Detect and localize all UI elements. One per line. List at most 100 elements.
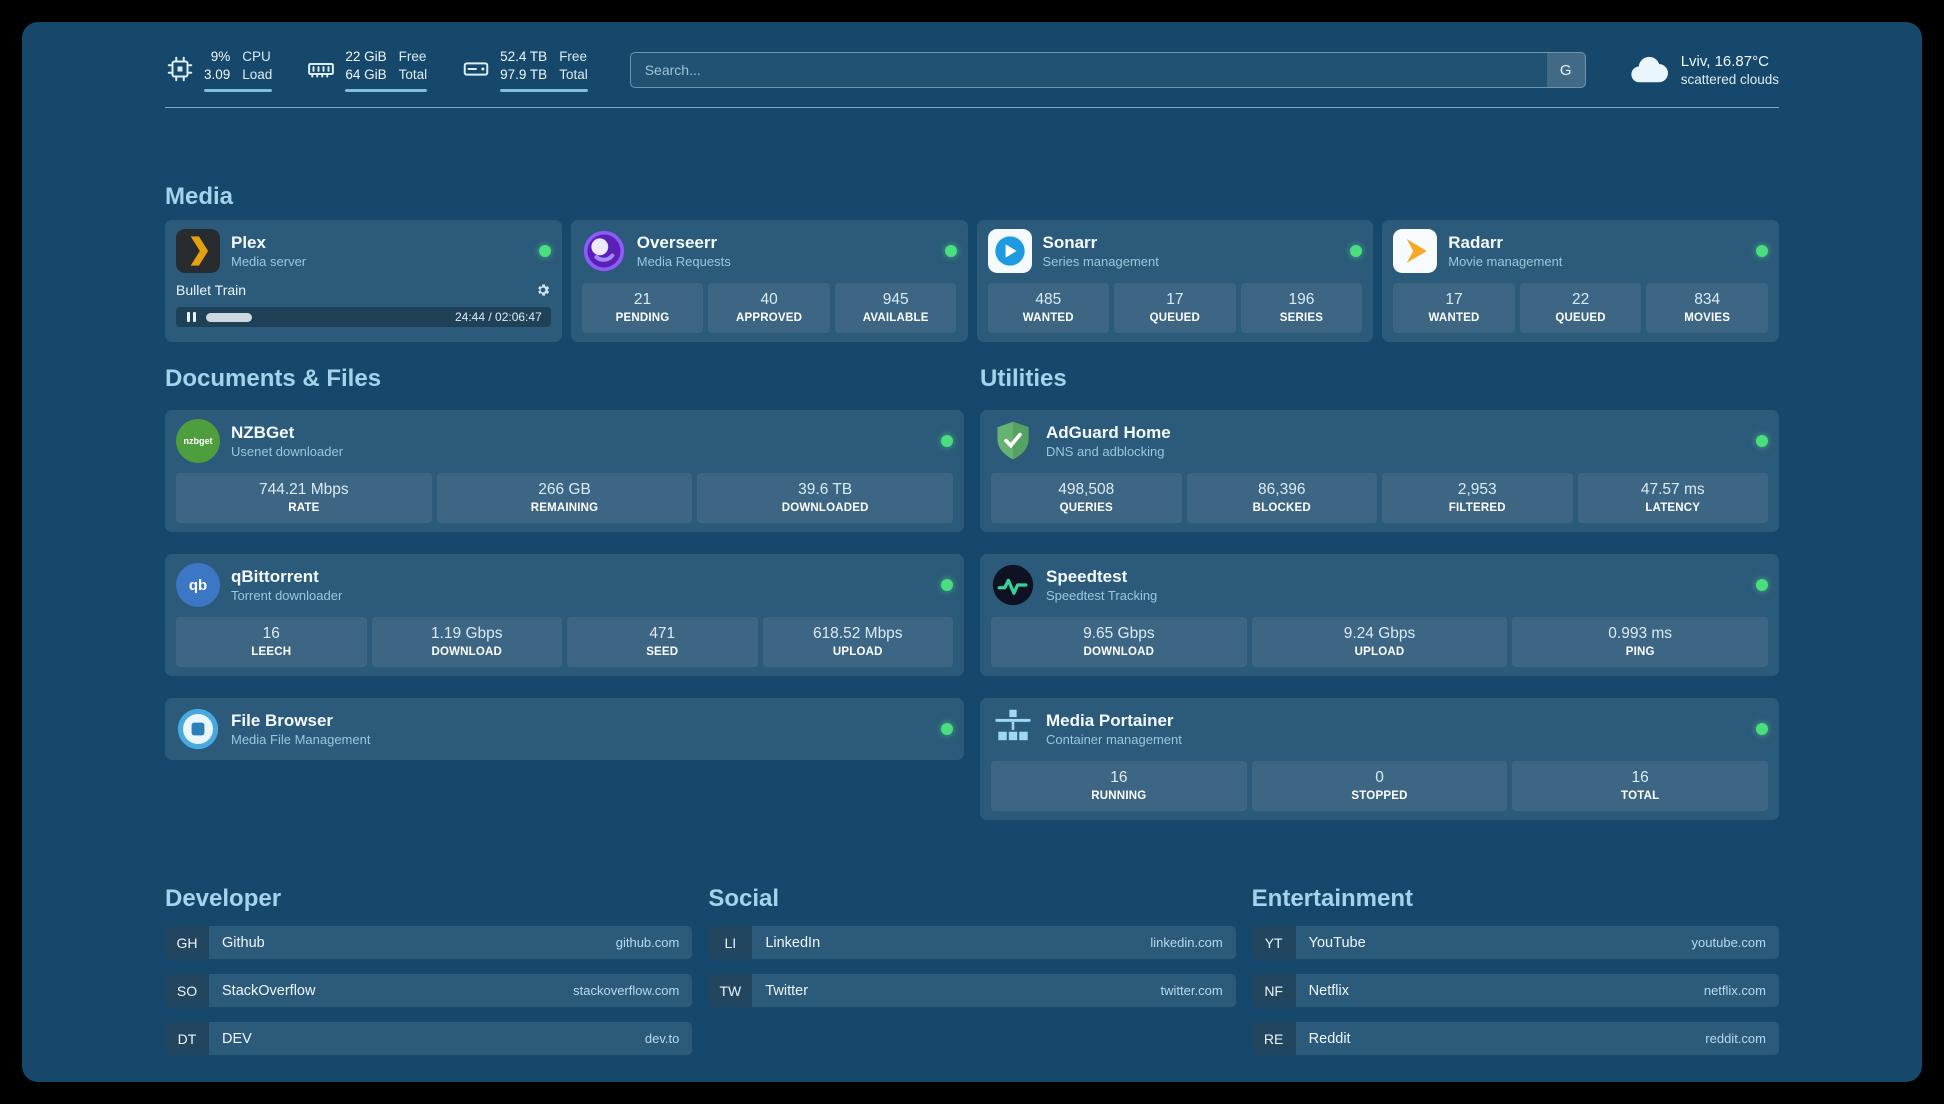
bookmark-netflix[interactable]: NF Netflix netflix.com — [1251, 974, 1779, 1007]
bookmark-github[interactable]: GH Github github.com — [165, 926, 693, 959]
memory-free-value: 22 GiB — [345, 49, 387, 64]
memory-widget: 22 GiB 64 GiB Free Total — [306, 48, 428, 92]
stat-total: 16 TOTAL — [1512, 761, 1769, 811]
playback-time: 24:44 / 02:06:47 — [455, 310, 542, 324]
cpu-usage-value: 9% — [210, 49, 231, 64]
stat-ping: 0.993 ms PING — [1512, 617, 1769, 667]
bookmark-name: YouTube — [1308, 934, 1366, 951]
bookmark-name: StackOverflow — [222, 982, 316, 999]
service-subtitle: Movie management — [1448, 254, 1563, 269]
bookmark-domain: stackoverflow.com — [573, 983, 680, 998]
memory-free-label: Free — [398, 49, 427, 64]
service-card-overseerr[interactable]: Overseerr Media Requests 21 PENDING 40 A… — [570, 220, 968, 342]
weather-condition: scattered clouds — [1680, 71, 1779, 87]
top-bar: 9% 3.09 CPU Load — [165, 48, 1779, 92]
service-card-portainer[interactable]: Media Portainer Container management 16 … — [980, 698, 1779, 820]
memory-total-value: 64 GiB — [345, 66, 387, 82]
service-card-nzbget[interactable]: nzbget NZBGet Usenet downloader 744.21 M… — [165, 410, 964, 532]
service-name: Plex — [231, 233, 266, 252]
pause-icon[interactable] — [185, 312, 197, 322]
service-name: File Browser — [231, 711, 334, 730]
service-card-filebrowser[interactable]: File Browser Media File Management — [165, 698, 964, 760]
stat-leech: 16 LEECH — [176, 617, 367, 667]
plex-icon — [176, 229, 220, 273]
nzbget-icon: nzbget — [176, 419, 220, 463]
bookmark-abbr: DT — [165, 1022, 209, 1055]
service-card-speedtest[interactable]: Speedtest Speedtest Tracking 9.65 Gbps D… — [980, 554, 1779, 676]
status-dot — [941, 435, 953, 447]
service-name: Radarr — [1448, 233, 1504, 252]
service-subtitle: Container management — [1046, 732, 1182, 747]
adguard-icon — [991, 419, 1035, 463]
bookmark-reddit[interactable]: RE Reddit reddit.com — [1251, 1022, 1779, 1055]
stat-latency: 47.57 ms LATENCY — [1577, 473, 1768, 523]
progress-fill — [206, 312, 252, 322]
service-subtitle: Torrent downloader — [231, 588, 343, 603]
stat-running: 16 RUNNING — [991, 761, 1247, 811]
stat-download: 1.19 Gbps DOWNLOAD — [371, 617, 562, 667]
bookmark-youtube[interactable]: YT YouTube youtube.com — [1251, 926, 1779, 959]
status-dot — [1350, 245, 1363, 257]
search-provider-button[interactable]: G — [1546, 53, 1585, 87]
bookmark-twitter[interactable]: TW Twitter twitter.com — [708, 974, 1236, 1007]
search-bar: G — [629, 52, 1586, 88]
stat-series: 196 SERIES — [1240, 283, 1363, 333]
bookmark-name: Reddit — [1308, 1030, 1351, 1047]
stat-rate: 744.21 Mbps RATE — [176, 473, 432, 523]
radarr-icon — [1393, 229, 1438, 273]
service-card-sonarr[interactable]: Sonarr Series management 485 WANTED 17 Q… — [976, 220, 1374, 342]
stat-pending: 21 PENDING — [581, 283, 704, 333]
developer-bookmarks: Developer GH Github github.com SO StackO… — [165, 884, 693, 1055]
portainer-icon — [991, 707, 1035, 751]
bookmark-stackoverflow[interactable]: SO StackOverflow stackoverflow.com — [165, 974, 693, 1007]
cpu-usage-bar — [204, 89, 273, 92]
media-section: Media Plex Media server Bullet Train — [165, 182, 1779, 342]
dashboard: 9% 3.09 CPU Load — [22, 22, 1922, 1082]
disk-free-label: Free — [559, 49, 587, 64]
cpu-icon — [167, 56, 193, 82]
service-subtitle: Media Requests — [636, 254, 731, 269]
stat-available: 945 AVAILABLE — [834, 283, 957, 333]
service-name: Media Portainer — [1046, 711, 1174, 730]
service-name: NZBGet — [231, 423, 295, 442]
settings-gear-icon[interactable] — [535, 282, 551, 298]
service-subtitle: DNS and adblocking — [1046, 444, 1165, 459]
disk-total-value: 97.9 TB — [500, 66, 548, 82]
service-subtitle: Usenet downloader — [231, 444, 344, 459]
cpu-load-value: 3.09 — [204, 66, 231, 82]
bookmark-dev[interactable]: DT DEV dev.to — [165, 1022, 693, 1055]
service-card-radarr[interactable]: Radarr Movie management 17 WANTED 22 QUE… — [1382, 220, 1779, 342]
disk-usage-bar — [500, 89, 588, 92]
service-name: Overseerr — [636, 233, 718, 252]
header-divider — [165, 107, 1779, 108]
service-name: qBittorrent — [231, 567, 319, 586]
cloud-icon — [1631, 56, 1668, 83]
search-input[interactable] — [629, 52, 1586, 88]
stat-approved: 40 APPROVED — [708, 283, 830, 333]
stat-blocked: 86,396 BLOCKED — [1186, 473, 1377, 523]
service-card-qbittorrent[interactable]: qb qBittorrent Torrent downloader 16 LEE… — [165, 554, 964, 676]
bookmark-abbr: RE — [1251, 1022, 1296, 1055]
cpu-usage-label: CPU — [242, 49, 271, 64]
service-subtitle: Series management — [1042, 254, 1159, 269]
stat-queued: 22 QUEUED — [1519, 283, 1642, 333]
bookmark-abbr: SO — [165, 974, 209, 1007]
bookmark-domain: reddit.com — [1705, 1031, 1766, 1046]
service-card-adguard[interactable]: AdGuard Home DNS and adblocking 498,508 … — [980, 410, 1779, 532]
disk-total-label: Total — [559, 66, 588, 82]
bookmark-abbr: TW — [708, 974, 753, 1007]
speedtest-icon — [991, 563, 1035, 607]
bookmark-name: LinkedIn — [765, 934, 821, 951]
service-card-plex[interactable]: Plex Media server Bullet Train — [165, 220, 562, 342]
stat-download: 9.65 Gbps DOWNLOAD — [991, 617, 1247, 667]
bookmark-linkedin[interactable]: LI LinkedIn linkedin.com — [708, 926, 1236, 959]
status-dot — [944, 245, 957, 257]
filebrowser-icon — [176, 707, 220, 751]
documents-section: Documents & Files nzbget NZBGet Usenet d… — [165, 364, 964, 760]
stat-remaining: 266 GB REMAINING — [436, 473, 693, 523]
service-name: AdGuard Home — [1046, 423, 1171, 442]
bookmark-abbr: GH — [165, 926, 209, 959]
disk-free-value: 52.4 TB — [500, 49, 548, 64]
bookmark-name: Netflix — [1308, 982, 1349, 999]
playback-progress: 24:44 / 02:06:47 — [176, 307, 551, 327]
